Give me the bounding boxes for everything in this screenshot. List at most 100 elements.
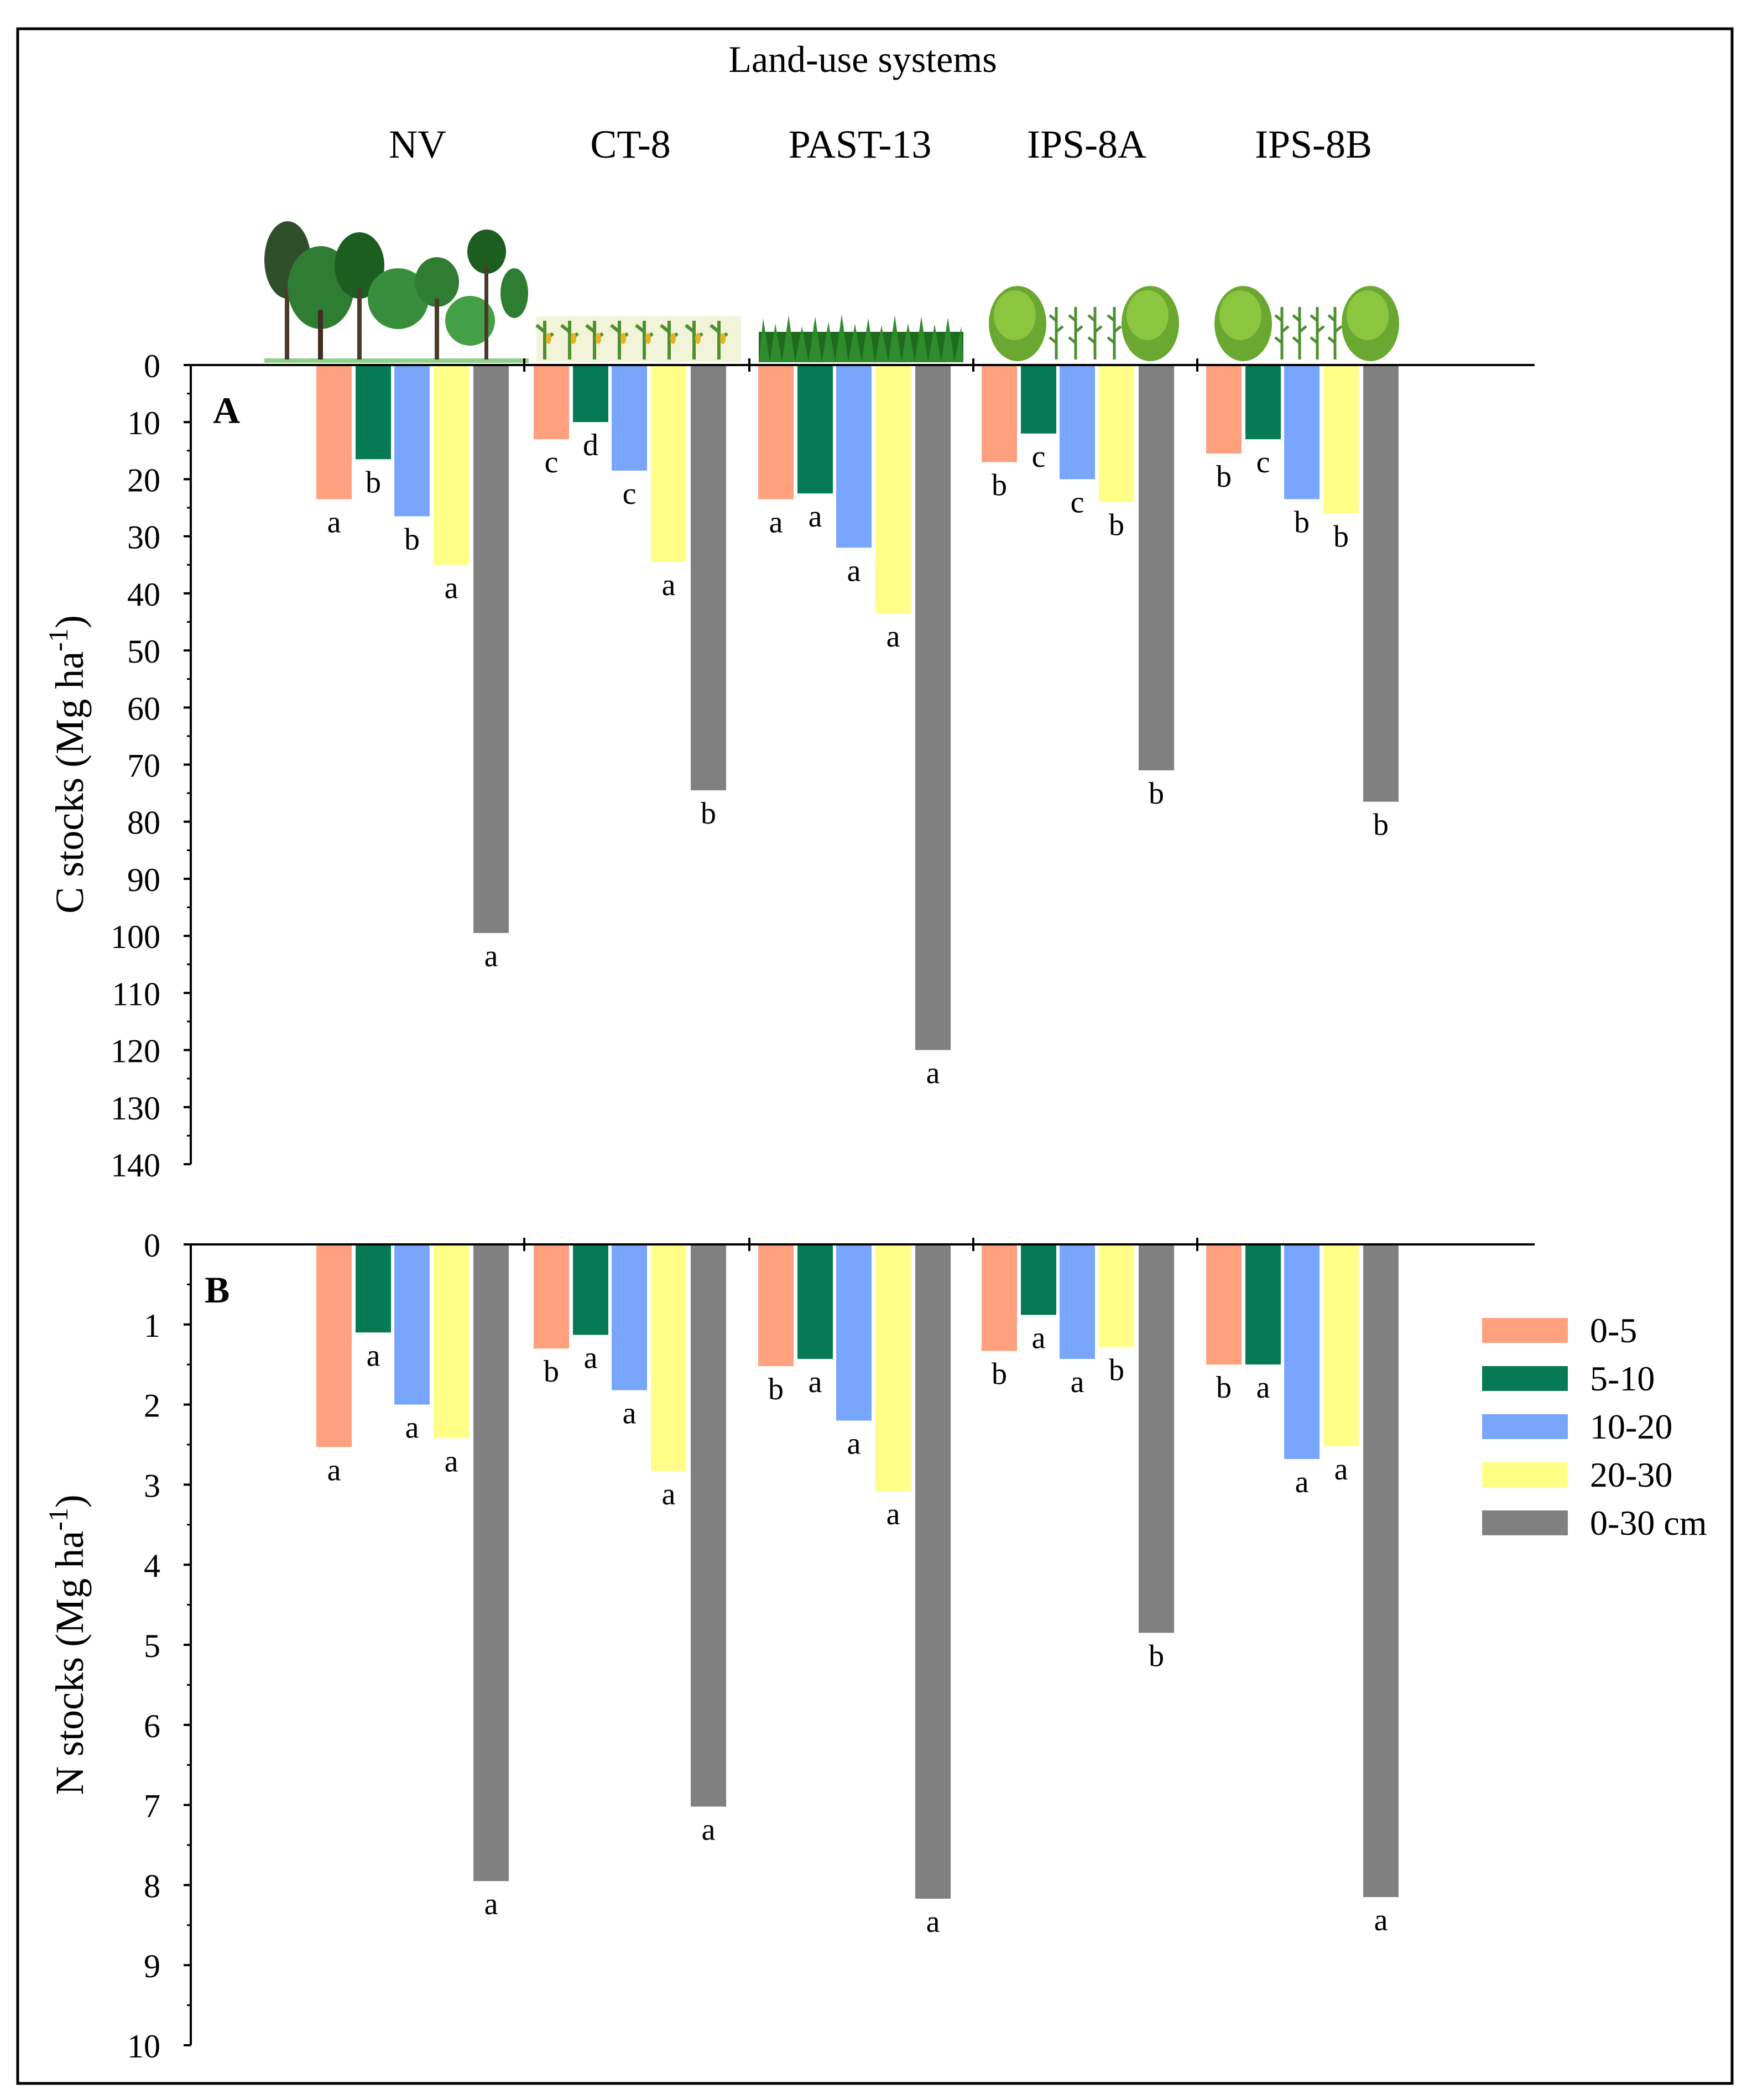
significance-letter: b: [1149, 1639, 1164, 1673]
significance-letter: b: [701, 796, 716, 831]
significance-letter: c: [1071, 485, 1084, 519]
significance-letter: a: [886, 1497, 900, 1531]
bar-ct-8-5-10: [573, 1244, 608, 1335]
y-tick-label: 0: [144, 348, 160, 384]
panel-b-label: B: [205, 1269, 230, 1311]
significance-letter: a: [662, 568, 676, 602]
significance-letter: b: [1333, 519, 1349, 554]
bar-ips-8b-20-30: [1323, 365, 1359, 514]
significance-letter: b: [992, 1357, 1007, 1392]
y-tick-label: 2: [144, 1388, 160, 1424]
bar-ips-8b-5-10: [1245, 365, 1281, 440]
bar-ct-8-20-30: [651, 365, 686, 562]
bar-ips-8b-0-30-cm: [1363, 1244, 1399, 1898]
y-tick-label: 30: [127, 519, 160, 556]
significance-letter: a: [886, 619, 900, 654]
bar-past-13-20-30: [875, 1244, 911, 1491]
bar-ips-8a-10-20: [1060, 365, 1095, 480]
y-axis-title-superscript: -1: [43, 1508, 74, 1531]
legend-swatch-5-10: [1482, 1366, 1568, 1391]
significance-letter: a: [405, 1411, 419, 1445]
figure-frame: [16, 27, 1734, 2085]
bar-ips-8b-0-30-cm: [1363, 365, 1399, 802]
significance-letter: a: [809, 1365, 822, 1399]
significance-letter: a: [327, 506, 341, 540]
legend-label: 0-30 cm: [1590, 1503, 1707, 1543]
y-axis-title-close: ): [48, 615, 92, 628]
bar-ct-8-0-5: [534, 365, 569, 440]
y-tick-label: 5: [144, 1628, 160, 1664]
significance-letter: a: [445, 1444, 458, 1478]
y-tick-label: 90: [127, 862, 160, 898]
bar-ips-8b-5-10: [1245, 1244, 1281, 1365]
bar-past-13-0-30-cm: [915, 365, 951, 1050]
bar-ips-8b-0-5: [1206, 1244, 1242, 1365]
bar-nv-0-5: [316, 365, 352, 499]
bar-ips-8a-20-30: [1099, 365, 1134, 502]
significance-letter: c: [1032, 440, 1046, 474]
y-tick-label: 7: [144, 1788, 160, 1825]
significance-letter: a: [1374, 1903, 1388, 1937]
y-tick-label: 6: [144, 1708, 160, 1744]
bar-past-13-10-20: [836, 365, 872, 548]
significance-letter: b: [404, 523, 420, 557]
bar-past-13-0-5: [758, 1244, 794, 1367]
panel-b-bars: [316, 1244, 1399, 1899]
bar-ct-8-10-20: [612, 1244, 647, 1390]
bar-ips-8a-0-30-cm: [1139, 365, 1174, 770]
y-tick-label: 110: [112, 976, 160, 1012]
y-tick-label: 40: [127, 576, 160, 613]
significance-letter: b: [1373, 808, 1389, 842]
significance-letter: a: [445, 571, 458, 605]
significance-letter: a: [1071, 1365, 1084, 1399]
bar-ips-8b-0-5: [1206, 365, 1242, 454]
bar-ct-8-20-30: [651, 1244, 686, 1471]
significance-letter: a: [662, 1477, 676, 1512]
category-label: NV: [389, 122, 446, 166]
bar-ips-8b-20-30: [1323, 1244, 1359, 1446]
y-axis-title-main: C stocks (Mg ha: [48, 652, 92, 914]
panel-a-y-axis-title: C stocks (Mg ha-1): [43, 615, 92, 914]
y-tick-label: 10: [127, 2028, 160, 2065]
bar-ips-8a-0-5: [982, 1244, 1017, 1351]
y-tick-label: 50: [127, 633, 160, 670]
bar-ips-8a-0-5: [982, 365, 1017, 462]
significance-letter: a: [327, 1453, 341, 1487]
bar-past-13-0-5: [758, 365, 794, 499]
significance-letter: b: [992, 468, 1007, 502]
shrub-and-maize-icon: [989, 286, 1179, 361]
significance-letter: a: [367, 1338, 380, 1373]
significance-letter: a: [809, 499, 822, 534]
y-axis-title-close: ): [48, 1494, 92, 1508]
significance-letter: a: [769, 506, 783, 540]
bar-ips-8a-20-30: [1099, 1244, 1134, 1347]
bar-nv-10-20: [394, 365, 430, 517]
significance-letter: b: [544, 1354, 559, 1389]
y-tick-label: 8: [144, 1868, 160, 1904]
significance-letter: a: [584, 1341, 598, 1375]
y-tick-label: 4: [144, 1547, 160, 1584]
significance-letter: a: [1256, 1371, 1270, 1405]
legend: 0-5 5-10 10-20 20-30 0-30 cm: [1482, 1311, 1707, 1543]
panel-b-y-axis-title: N stocks (Mg ha-1): [43, 1494, 92, 1795]
significance-letter: a: [1295, 1465, 1309, 1499]
significance-letter: b: [768, 1372, 784, 1406]
legend-swatch-0-5: [1482, 1318, 1568, 1343]
y-tick-label: 20: [127, 462, 160, 498]
y-tick-label: 0: [144, 1227, 160, 1264]
legend-label: 0-5: [1590, 1311, 1637, 1350]
bar-past-13-0-30-cm: [915, 1244, 951, 1899]
bar-past-13-20-30: [875, 365, 911, 613]
category-label: PAST-13: [789, 122, 932, 166]
bar-ct-8-0-30-cm: [691, 365, 726, 790]
significance-letter: c: [623, 477, 637, 511]
legend-swatch-20-30: [1482, 1462, 1568, 1487]
significance-letter: d: [583, 428, 598, 462]
significance-letter: a: [847, 554, 861, 588]
significance-letter: b: [1216, 1371, 1232, 1405]
panel-a-y-ticks: 0 10 20 30 40 50 60 70 80 90 100 110 120 130 140: [111, 348, 191, 1184]
forest-trees-icon: [264, 221, 529, 363]
bar-nv-5-10: [356, 1244, 391, 1333]
